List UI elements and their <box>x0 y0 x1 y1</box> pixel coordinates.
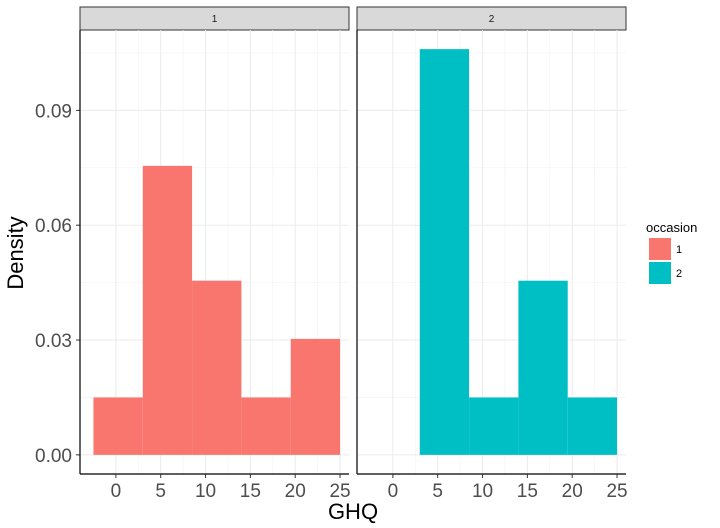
x-tick-label: 25 <box>329 481 350 502</box>
histogram-bar <box>142 165 193 455</box>
y-axis-title: Density <box>3 216 28 289</box>
x-tick-label: 0 <box>111 481 122 502</box>
legend-title: occasion <box>646 220 697 235</box>
legend-label: 2 <box>676 268 682 280</box>
y-tick-label: 0.06 <box>35 216 72 237</box>
x-tick-label: 25 <box>606 481 627 502</box>
x-tick-label: 20 <box>285 481 306 502</box>
legend-item: 1 <box>649 238 682 260</box>
histogram-bar <box>469 397 519 455</box>
histogram-bar <box>290 338 341 455</box>
y-tick-label: 0.09 <box>35 101 72 122</box>
x-tick-label: 5 <box>432 481 443 502</box>
y-tick-label: 0.03 <box>35 331 72 352</box>
facet-strip <box>356 6 627 31</box>
histogram-bar <box>192 280 242 455</box>
y-axis: 0.00 0.03 0.06 0.09 <box>35 101 80 467</box>
histogram-bar <box>241 397 291 455</box>
histogram-bar <box>93 397 143 455</box>
legend-swatch <box>649 262 671 284</box>
x-tick-label: 20 <box>562 481 583 502</box>
x-tick-label: 10 <box>195 481 216 502</box>
facet-strip-label: 2 <box>489 14 495 25</box>
x-tick-label: 15 <box>517 481 538 502</box>
legend-items: 12 <box>649 238 682 284</box>
legend: occasion 12 <box>646 220 697 284</box>
facet-strip <box>79 6 350 31</box>
legend-label: 1 <box>676 244 682 256</box>
facet-strip-label: 1 <box>212 14 218 25</box>
legend-swatch <box>649 238 671 260</box>
histogram-bar <box>567 397 618 455</box>
x-tick-label: 0 <box>388 481 399 502</box>
x-tick-label: 10 <box>472 481 493 502</box>
histogram-bar <box>518 280 568 455</box>
x-axis-title: GHQ <box>328 499 378 524</box>
facet-panel-1: 10 5 10 15 20 25 <box>79 6 351 502</box>
histogram-bar <box>419 49 470 455</box>
facet-panel-2: 20 5 10 15 20 25 <box>356 6 628 502</box>
x-tick-label: 5 <box>155 481 166 502</box>
legend-item: 2 <box>649 262 682 284</box>
y-tick-label: 0.00 <box>35 446 72 467</box>
x-tick-label: 15 <box>240 481 261 502</box>
